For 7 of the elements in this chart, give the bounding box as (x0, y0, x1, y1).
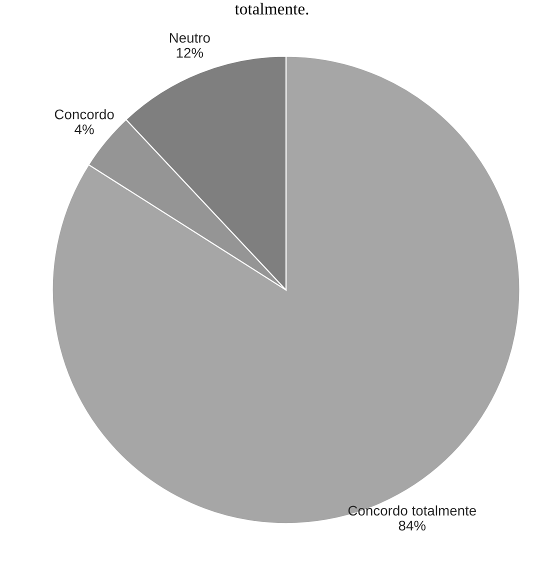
slice-label: Concordo (54, 109, 114, 120)
data-label: 12% (176, 48, 204, 58)
data-label: 84% (398, 520, 426, 531)
slice-label: Concordo totalmente (348, 505, 476, 516)
data-label: 4% (74, 124, 94, 134)
slice-label: Neutro (170, 33, 210, 43)
text: totalmente. (234, 2, 308, 15)
